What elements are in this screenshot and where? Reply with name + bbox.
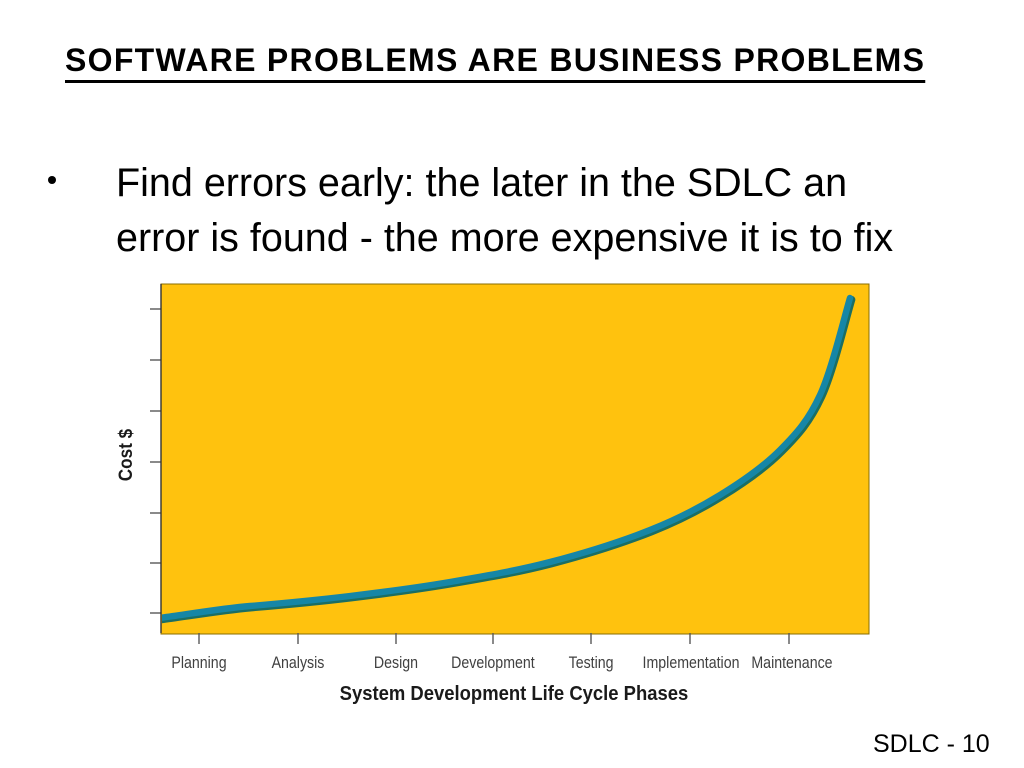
svg-text:System Development Life Cycle: System Development Life Cycle Phases (340, 682, 689, 705)
svg-text:Testing: Testing (569, 654, 614, 672)
svg-text:Analysis: Analysis (272, 654, 325, 672)
svg-text:Cost $: Cost $ (114, 429, 136, 481)
svg-text:Development: Development (451, 654, 535, 672)
svg-text:Implementation: Implementation (643, 654, 740, 672)
svg-text:Design: Design (374, 654, 418, 672)
svg-text:Maintenance: Maintenance (751, 654, 832, 672)
svg-text:Planning: Planning (171, 654, 226, 672)
